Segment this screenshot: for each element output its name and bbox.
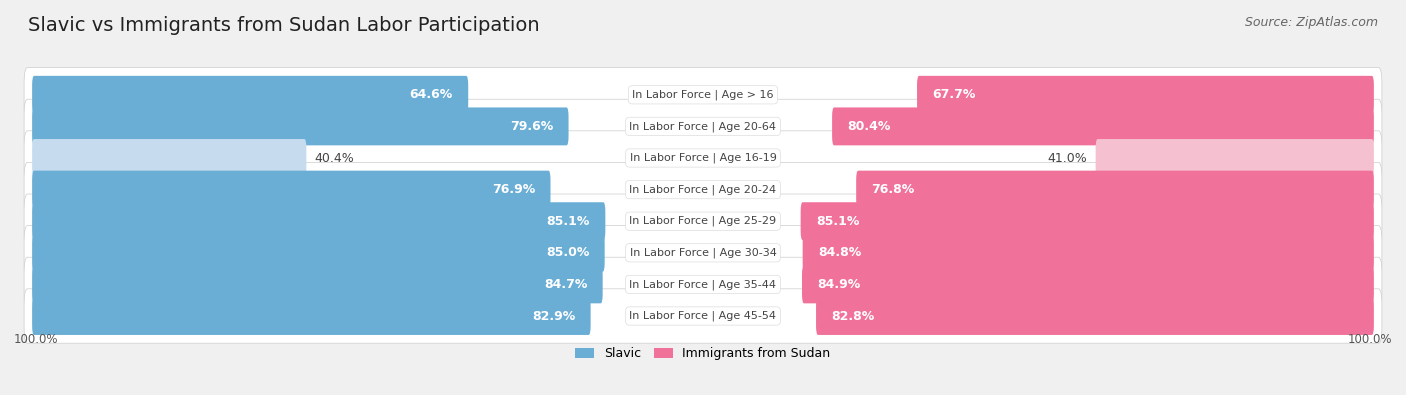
Text: In Labor Force | Age 45-54: In Labor Force | Age 45-54	[630, 311, 776, 321]
Text: 80.4%: 80.4%	[848, 120, 891, 133]
FancyBboxPatch shape	[32, 265, 603, 303]
Text: 85.0%: 85.0%	[546, 246, 589, 259]
Text: 85.1%: 85.1%	[815, 215, 859, 228]
Text: Slavic vs Immigrants from Sudan Labor Participation: Slavic vs Immigrants from Sudan Labor Pa…	[28, 16, 540, 35]
FancyBboxPatch shape	[24, 162, 1382, 217]
FancyBboxPatch shape	[32, 297, 591, 335]
Text: In Labor Force | Age 20-64: In Labor Force | Age 20-64	[630, 121, 776, 132]
Text: In Labor Force | Age 20-24: In Labor Force | Age 20-24	[630, 184, 776, 195]
FancyBboxPatch shape	[32, 76, 468, 114]
Text: 100.0%: 100.0%	[1347, 333, 1392, 346]
Text: 84.7%: 84.7%	[544, 278, 588, 291]
FancyBboxPatch shape	[24, 194, 1382, 248]
FancyBboxPatch shape	[801, 265, 1374, 303]
Text: 82.9%: 82.9%	[531, 310, 575, 322]
Text: Source: ZipAtlas.com: Source: ZipAtlas.com	[1244, 16, 1378, 29]
FancyBboxPatch shape	[24, 131, 1382, 185]
FancyBboxPatch shape	[24, 226, 1382, 280]
Text: In Labor Force | Age 25-29: In Labor Force | Age 25-29	[630, 216, 776, 226]
Text: 100.0%: 100.0%	[14, 333, 59, 346]
FancyBboxPatch shape	[24, 289, 1382, 343]
FancyBboxPatch shape	[800, 202, 1374, 240]
Text: 67.7%: 67.7%	[932, 88, 976, 101]
FancyBboxPatch shape	[815, 297, 1374, 335]
FancyBboxPatch shape	[24, 257, 1382, 312]
FancyBboxPatch shape	[32, 234, 605, 272]
FancyBboxPatch shape	[32, 202, 606, 240]
Text: 85.1%: 85.1%	[547, 215, 591, 228]
Text: 82.8%: 82.8%	[831, 310, 875, 322]
Text: 76.8%: 76.8%	[872, 183, 915, 196]
FancyBboxPatch shape	[832, 107, 1374, 145]
Text: 84.9%: 84.9%	[817, 278, 860, 291]
FancyBboxPatch shape	[32, 171, 551, 209]
Text: 79.6%: 79.6%	[510, 120, 553, 133]
Text: 41.0%: 41.0%	[1047, 152, 1088, 164]
FancyBboxPatch shape	[917, 76, 1374, 114]
FancyBboxPatch shape	[1095, 139, 1374, 177]
Text: 64.6%: 64.6%	[409, 88, 453, 101]
Text: 76.9%: 76.9%	[492, 183, 536, 196]
FancyBboxPatch shape	[803, 234, 1374, 272]
FancyBboxPatch shape	[856, 171, 1374, 209]
Legend: Slavic, Immigrants from Sudan: Slavic, Immigrants from Sudan	[571, 342, 835, 365]
FancyBboxPatch shape	[32, 139, 307, 177]
FancyBboxPatch shape	[32, 107, 568, 145]
Text: In Labor Force | Age > 16: In Labor Force | Age > 16	[633, 90, 773, 100]
FancyBboxPatch shape	[24, 99, 1382, 154]
FancyBboxPatch shape	[24, 68, 1382, 122]
Text: In Labor Force | Age 35-44: In Labor Force | Age 35-44	[630, 279, 776, 290]
Text: In Labor Force | Age 30-34: In Labor Force | Age 30-34	[630, 248, 776, 258]
Text: 84.8%: 84.8%	[818, 246, 862, 259]
Text: 40.4%: 40.4%	[315, 152, 354, 164]
Text: In Labor Force | Age 16-19: In Labor Force | Age 16-19	[630, 153, 776, 163]
